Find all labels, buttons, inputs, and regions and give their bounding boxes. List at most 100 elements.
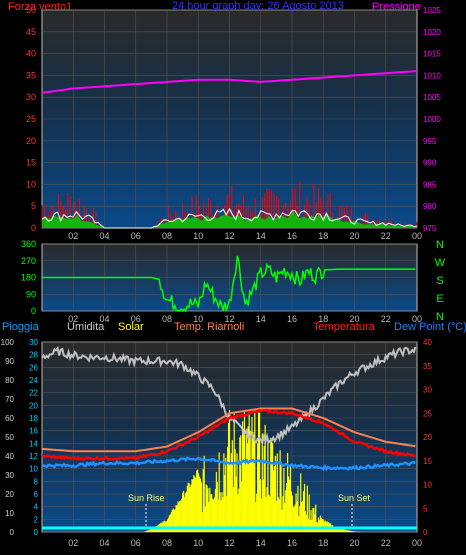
temperature-tick-label: 35 (423, 362, 432, 371)
x-tick-label: 12 (224, 538, 234, 548)
direction-tick-label: 360 (21, 239, 36, 249)
humidity-tick-label: 0 (10, 528, 15, 537)
temperature-tick-label: 5 (423, 504, 428, 513)
humidity-tick-label: 40 (5, 452, 14, 461)
humidity-tick-label: 50 (5, 433, 14, 442)
solar-tick-label: 8 (34, 477, 39, 486)
x-tick-label: 16 (287, 314, 297, 324)
temperature-tick-label: 20 (423, 433, 432, 442)
solar-tick-label: 4 (34, 503, 39, 512)
temperature-tick-label: 0 (423, 528, 428, 537)
wind-tick-label: 35 (26, 70, 36, 80)
x-tick-label: 14 (256, 538, 266, 548)
wind-gust-line (41, 207, 418, 229)
x-tick-label: 18 (318, 314, 328, 324)
humidity-tick-label: 80 (5, 376, 14, 385)
direction-tick-label: 270 (21, 256, 36, 266)
humidity-tick-label: 100 (1, 338, 15, 347)
x-tick-label: 16 (287, 231, 297, 241)
x-tick-label: 08 (162, 314, 172, 324)
x-tick-label: 10 (193, 538, 203, 548)
solar-tick-label: 12 (29, 452, 38, 461)
x-tick-label: 06 (131, 231, 141, 241)
x-tick-label: 06 (131, 314, 141, 324)
sun-set-label: Sun Set (338, 493, 371, 503)
x-tick-label: 02 (68, 538, 78, 548)
compass-letter: W (435, 257, 446, 269)
solar-tick-label: 20 (29, 401, 38, 410)
temperature-line (41, 408, 416, 461)
wind-direction-line (42, 255, 416, 313)
wind-axis-title: Forza vento1 (8, 1, 72, 13)
wind-average-area (42, 210, 417, 228)
solar-tick-label: 0 (34, 528, 39, 537)
humidity-tick-label: 70 (5, 395, 14, 404)
solar-tick-label: 28 (29, 351, 38, 360)
wind-tick-label: 10 (26, 179, 36, 189)
pressure-axis-title: Pressione (372, 1, 421, 13)
sun-rise-label: Sun Rise (128, 493, 165, 503)
x-tick-label: 22 (381, 231, 391, 241)
wind-tick-label: 5 (31, 201, 36, 211)
temperature-axis-title: Temperatura (313, 321, 376, 333)
solar-tick-label: 22 (29, 389, 38, 398)
x-tick-label: 04 (99, 314, 109, 324)
solar-tick-label: 18 (29, 414, 38, 423)
solar-axis-title: Solar (118, 321, 144, 333)
pressure-tick-label: 1000 (423, 115, 441, 124)
compass-letter: N (436, 311, 444, 323)
pressure-tick-label: 1005 (423, 93, 441, 102)
wind-tick-label: 50 (26, 5, 36, 15)
compass-letter: E (436, 293, 443, 305)
solar-tick-label: 10 (29, 465, 38, 474)
temperature-tick-label: 10 (423, 481, 432, 490)
x-tick-label: 22 (381, 314, 391, 324)
pressure-tick-label: 995 (423, 137, 437, 146)
temp-riarnoli-line (41, 407, 416, 453)
x-tick-label: 20 (349, 314, 359, 324)
temperature-tick-label: 25 (423, 409, 432, 418)
x-tick-label: 04 (99, 231, 109, 241)
solar-tick-label: 30 (29, 338, 38, 347)
pressure-line (41, 70, 418, 94)
solar-tick-label: 14 (29, 439, 38, 448)
wind-tick-label: 30 (26, 92, 36, 102)
compass-letter: S (436, 275, 443, 287)
temperature-tick-label: 15 (423, 457, 432, 466)
temperature-tick-label: 40 (423, 338, 432, 347)
x-tick-label: 00 (412, 538, 422, 548)
x-tick-label: 12 (224, 231, 234, 241)
pressure-tick-label: 1015 (423, 50, 441, 59)
compass-letter: N (436, 239, 444, 251)
humidity-tick-label: 60 (5, 414, 14, 423)
x-tick-label: 20 (349, 231, 359, 241)
x-tick-label: 14 (256, 314, 266, 324)
pressure-tick-label: 1010 (423, 71, 441, 80)
x-tick-label: 00 (412, 231, 422, 241)
humidity-tick-label: 20 (5, 490, 14, 499)
x-tick-label: 18 (318, 538, 328, 548)
pressure-tick-label: 990 (423, 159, 437, 168)
temp-riarnoli-axis-title: Temp. Riarnoli (174, 321, 244, 333)
x-tick-label: 00 (412, 314, 422, 324)
pressure-tick-label: 1025 (423, 6, 441, 15)
x-tick-label: 18 (318, 231, 328, 241)
chart-title: 24 hour graph day: 26 Agosto 2013 (172, 0, 344, 12)
x-tick-label: 02 (68, 314, 78, 324)
x-tick-label: 08 (162, 231, 172, 241)
direction-tick-label: 0 (31, 306, 36, 316)
temperature-tick-label: 30 (423, 386, 432, 395)
pressure-tick-label: 985 (423, 180, 437, 189)
x-tick-label: 10 (193, 314, 203, 324)
x-tick-label: 02 (68, 231, 78, 241)
direction-tick-label: 180 (21, 273, 36, 283)
wind-tick-label: 40 (26, 49, 36, 59)
dew-point-line (41, 456, 417, 472)
wind-tick-label: 20 (26, 136, 36, 146)
solar-tick-label: 26 (29, 363, 38, 372)
pressure-tick-label: 975 (423, 224, 437, 233)
rain-axis-title: Pioggia (2, 321, 40, 333)
dew-point-axis-title: Dew Point (°C) (394, 321, 466, 333)
